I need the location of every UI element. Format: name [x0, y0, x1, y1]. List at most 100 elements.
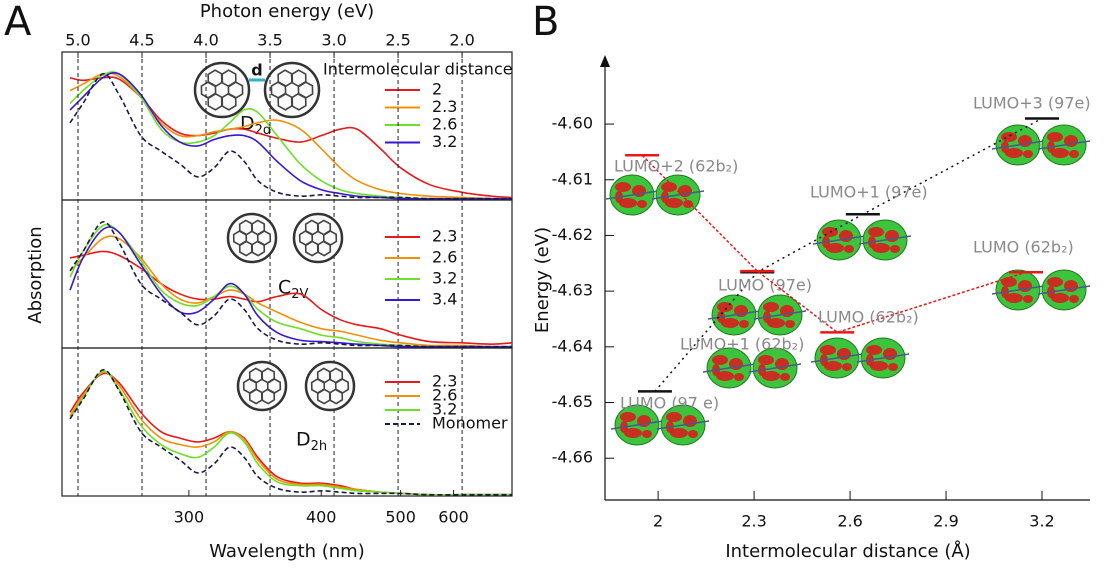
molecule-icon: [290, 69, 307, 88]
orbital-icon: [651, 190, 705, 200]
level-label: LUMO+1 (62b₂): [680, 335, 804, 354]
orbital-icon: [1037, 285, 1091, 295]
orbital-icon: [683, 200, 693, 208]
x-tick-label: 400: [306, 508, 337, 527]
spectrum-line: [69, 71, 512, 200]
orbital-icon: [1051, 293, 1069, 303]
orbital-icon: [762, 371, 780, 381]
legend-label: 2.3: [432, 97, 457, 116]
orbital-icon: [844, 245, 854, 253]
orbital-icon: [620, 412, 636, 422]
orbital-icon: [763, 302, 779, 312]
spectrum-line: [69, 73, 512, 200]
legend-label: 2.3: [432, 372, 457, 391]
x2-tick-label: 3.0: [321, 31, 346, 50]
spectrum-line: [69, 226, 512, 348]
orbital-icon: [670, 428, 688, 438]
legend-label: 2: [432, 80, 442, 99]
level-label: LUMO+3 (97e): [973, 94, 1091, 113]
orbital-icon: [1037, 140, 1091, 150]
level-label: LUMO (97 e): [620, 394, 719, 413]
distance-symbol: d: [251, 61, 262, 80]
x-tick-label: 2.6: [837, 512, 862, 531]
molecule-icon: [250, 219, 266, 236]
orbital-icon: [872, 243, 890, 253]
orbital-icon: [842, 363, 852, 371]
spectrum-line: [69, 369, 512, 496]
orbital-icon: [780, 373, 790, 381]
orbital-icon: [991, 140, 1045, 150]
y-tick-label: -4.60: [552, 114, 593, 133]
x2-tick-label: 2.0: [449, 31, 474, 50]
orbital-icon: [712, 355, 728, 365]
orbital-icon: [721, 318, 739, 328]
y-axis-title: Energy (eV): [532, 227, 553, 333]
orbital-icon: [868, 227, 884, 237]
orbital-icon: [888, 363, 898, 371]
orbital-icon: [866, 345, 882, 355]
y-tick-label: -4.65: [552, 392, 593, 411]
orbital-icon: [605, 190, 659, 200]
molecule-icon: [292, 212, 344, 264]
level-connector: [654, 117, 1043, 392]
axis-arrow: [600, 55, 610, 67]
orbital-icon: [1005, 293, 1023, 303]
orbital-icon: [1069, 295, 1079, 303]
orbital-icon: [1001, 132, 1017, 142]
x-tick-label: 300: [174, 508, 205, 527]
orbital-icon: [665, 198, 683, 208]
orbital-icon: [748, 363, 802, 373]
orbital-icon: [824, 361, 842, 371]
x-axis-title: Wavelength (nm): [209, 541, 365, 562]
x-tick-label: 600: [438, 508, 469, 527]
orbital-icon: [858, 235, 912, 245]
legend-label: 3.2: [432, 132, 457, 151]
orbital-icon: [820, 345, 836, 355]
legend-label: 2.3: [432, 227, 457, 246]
x2-tick-label: 4.5: [129, 31, 154, 50]
orbital-icon: [1047, 132, 1063, 142]
x-tick-label: 500: [385, 508, 416, 527]
level-label: LUMO (97e): [718, 276, 812, 295]
level-label: LUMO+1 (97e): [810, 183, 928, 202]
x-axis-title: Intermolecular distance (Å): [725, 540, 970, 562]
legend-label: 2.6: [432, 248, 457, 267]
orbital-icon: [890, 245, 900, 253]
x-tick-label: 3.2: [1029, 512, 1054, 531]
molecule-icon: [316, 219, 332, 236]
molecule-icon: [260, 367, 276, 384]
molecule-icon: [193, 61, 251, 119]
orbital-icon: [856, 353, 910, 363]
orbital-icon: [615, 182, 631, 192]
orbital-icon: [661, 182, 677, 192]
orbital-icon: [610, 420, 664, 430]
molecule-icon: [226, 212, 278, 264]
orbital-icon: [734, 373, 744, 381]
spectrum-line: [69, 250, 513, 345]
level-connector: [641, 154, 1027, 334]
orbital-icon: [870, 361, 888, 371]
orbital-icon: [716, 371, 734, 381]
orbital-icon: [1047, 277, 1063, 287]
panel-label: B: [532, 0, 559, 45]
orbital-icon: [991, 285, 1045, 295]
orbital-icon: [1001, 277, 1017, 287]
level-label: LUMO+2 (62b₂): [614, 157, 738, 176]
legend-label: Monomer: [432, 414, 508, 433]
x-tick-label: 2.3: [741, 512, 766, 531]
symmetry-label: C2V: [278, 277, 309, 302]
plot-frame: [61, 347, 513, 497]
orbital-icon: [767, 318, 785, 328]
y-axis-title: Absorption: [25, 226, 46, 323]
legend-title: Intermolecular distance: [323, 60, 513, 79]
level-label: LUMO (62b₂): [973, 238, 1074, 257]
x2-tick-label: 2.5: [385, 31, 410, 50]
orbital-icon: [656, 420, 710, 430]
molecule-icon: [220, 69, 237, 88]
orbital-icon: [666, 412, 682, 422]
x2-tick-label: 4.0: [193, 31, 218, 50]
symmetry-label: D2h: [296, 429, 327, 454]
orbital-icon: [642, 430, 652, 438]
x2-tick-label: 5.0: [65, 31, 90, 50]
